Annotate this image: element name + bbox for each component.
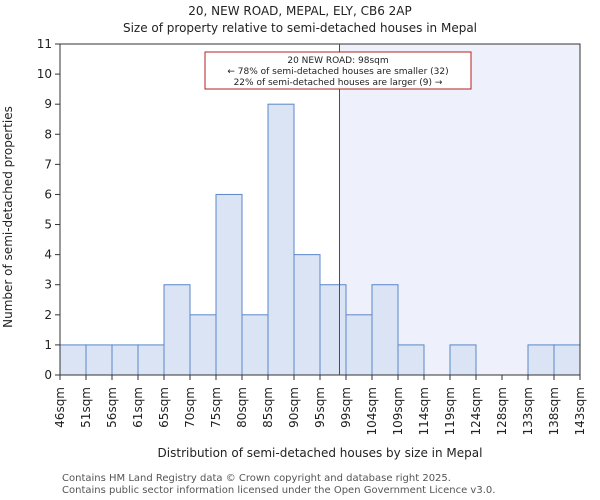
histogram-bar (345, 314, 373, 376)
y-tick-label: 8 (44, 127, 52, 141)
histogram-bar (397, 344, 425, 376)
histogram-bar (189, 314, 217, 376)
y-tick-label: 7 (44, 157, 52, 171)
histogram-bar (163, 284, 191, 376)
histogram-bar (137, 344, 165, 376)
x-tick-label: 133sqm (521, 387, 535, 435)
x-tick-label: 90sqm (287, 387, 301, 428)
x-tick-label: 109sqm (391, 387, 405, 435)
x-tick-label: 104sqm (365, 387, 379, 435)
y-tick-label: 6 (44, 187, 52, 201)
x-tick-label: 80sqm (235, 387, 249, 428)
histogram-bar (449, 344, 477, 376)
x-tick-label: 124sqm (469, 387, 483, 435)
y-tick-label: 11 (37, 37, 52, 51)
histogram-bar (267, 103, 295, 376)
x-tick-label: 114sqm (417, 387, 431, 435)
y-tick-label: 4 (44, 248, 52, 262)
annotation-smaller: ← 78% of semi-detached houses are smalle… (227, 67, 448, 77)
footer-licence: Contains public sector information licen… (62, 485, 496, 496)
footer-copyright: Contains HM Land Registry data © Crown c… (62, 473, 451, 484)
y-tick-label: 5 (44, 218, 52, 232)
annotation-larger: 22% of semi-detached houses are larger (… (234, 78, 443, 88)
x-tick-label: 99sqm (339, 387, 353, 428)
histogram-bar (215, 193, 243, 376)
y-axis-label: Number of semi-detached properties (1, 106, 15, 328)
histogram-bar (241, 314, 269, 376)
y-tick-label: 3 (44, 278, 52, 292)
plot-area: 0 1 2 3 4 5 6 7 8 9 10 11 46sqm 51sqm 56sqm 61sqm 65sqm 7… (37, 37, 587, 435)
annotation-title: 20 NEW ROAD: 98sqm (287, 56, 388, 66)
x-tick-label: 128sqm (495, 387, 509, 435)
annotation-box (204, 51, 472, 90)
x-tick-label: 46sqm (53, 387, 67, 428)
x-tick-label: 138sqm (547, 387, 561, 435)
y-tick-label: 2 (44, 308, 52, 322)
x-axis-label: Distribution of semi-detached houses by … (158, 446, 483, 460)
histogram-bar (371, 284, 399, 376)
y-tick-label: 10 (37, 67, 52, 81)
histogram-bar (59, 344, 87, 376)
x-tick-label: 70sqm (183, 387, 197, 428)
x-tick-label: 65sqm (157, 387, 171, 428)
x-tick-label: 95sqm (313, 387, 327, 428)
chart-subtitle: Size of property relative to semi-detach… (123, 21, 477, 35)
histogram-bar (85, 344, 113, 376)
histogram-bar (293, 254, 321, 376)
x-tick-label: 51sqm (79, 387, 93, 428)
x-tick-label: 119sqm (443, 387, 457, 435)
histogram-bar (553, 344, 581, 376)
histogram-bar (319, 284, 347, 376)
x-tick-label: 61sqm (131, 387, 145, 428)
y-tick-label: 9 (44, 97, 52, 111)
y-tick-label: 1 (44, 338, 52, 352)
histogram-bar (527, 344, 555, 376)
y-tick-label: 0 (44, 368, 52, 382)
x-tick-label: 56sqm (105, 387, 119, 428)
chart-title: 20, NEW ROAD, MEPAL, ELY, CB6 2AP (188, 4, 412, 18)
x-tick-label: 75sqm (209, 387, 223, 428)
x-tick-label: 85sqm (261, 387, 275, 428)
histogram-bar (111, 344, 139, 376)
x-tick-label: 143sqm (573, 387, 587, 435)
